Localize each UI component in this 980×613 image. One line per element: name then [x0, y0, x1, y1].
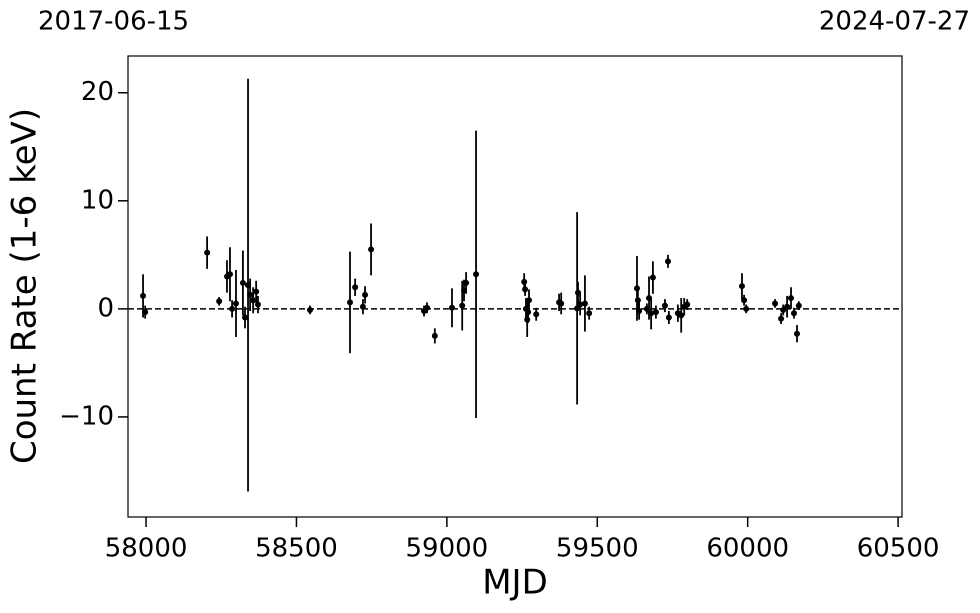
- data-point: [521, 278, 528, 285]
- data-point: [254, 301, 261, 308]
- data-point: [140, 292, 147, 299]
- x-tick-label: 59000: [406, 534, 489, 564]
- data-point: [794, 330, 801, 337]
- data-point: [665, 314, 672, 321]
- data-point: [463, 279, 470, 286]
- y-tick-label: 0: [97, 293, 114, 323]
- data-point: [738, 283, 745, 290]
- data-point: [664, 258, 671, 265]
- x-tick-label: 60500: [857, 534, 940, 564]
- y-tick-label: 10: [81, 185, 114, 215]
- top-date-left: 2017-06-15: [38, 7, 189, 37]
- y-tick-label: −10: [59, 401, 114, 431]
- data-point: [784, 303, 791, 310]
- data-point: [791, 310, 798, 317]
- data-point: [678, 312, 685, 319]
- data-point: [778, 315, 785, 322]
- x-axis-label: MJD: [482, 563, 548, 603]
- data-point: [250, 297, 257, 304]
- data-point: [306, 306, 313, 313]
- y-tick-label: 20: [81, 77, 114, 107]
- data-point: [636, 308, 643, 315]
- data-point: [204, 249, 211, 256]
- plot-frame: [127, 55, 903, 518]
- data-point: [142, 309, 149, 316]
- x-tick-label: 58000: [105, 534, 188, 564]
- data-point: [232, 300, 239, 307]
- data-point: [787, 295, 794, 302]
- data-point: [216, 298, 223, 305]
- data-point: [586, 310, 593, 317]
- data-point: [239, 279, 246, 286]
- data-point: [558, 300, 565, 307]
- data-point: [525, 309, 532, 316]
- x-tick-label: 59500: [556, 534, 639, 564]
- data-point: [648, 310, 655, 317]
- data-point: [525, 297, 532, 304]
- x-tick-label: 60000: [706, 534, 789, 564]
- data-point: [684, 301, 691, 308]
- data-point: [634, 297, 641, 304]
- data-point: [368, 246, 375, 253]
- data-point: [795, 302, 802, 309]
- data-point: [577, 301, 584, 308]
- data-point: [359, 303, 366, 310]
- data-point: [533, 311, 540, 318]
- data-point: [522, 286, 529, 293]
- data-point: [652, 309, 659, 316]
- data-point: [424, 304, 431, 311]
- data-point: [649, 274, 656, 281]
- data-point: [633, 285, 640, 292]
- data-point: [229, 305, 236, 312]
- data-point: [661, 302, 668, 309]
- data-point: [226, 271, 233, 278]
- data-point: [741, 297, 748, 304]
- data-point: [581, 300, 588, 307]
- data-point: [347, 299, 354, 306]
- data-point: [352, 284, 359, 291]
- data-point: [743, 305, 750, 312]
- data-point: [431, 332, 438, 339]
- data-point: [247, 291, 254, 298]
- top-date-right: 2024-07-27: [819, 7, 970, 37]
- data-point: [524, 316, 531, 323]
- data-point: [448, 304, 455, 311]
- data-point: [242, 314, 249, 321]
- data-point: [772, 300, 779, 307]
- x-tick-label: 58500: [255, 534, 338, 564]
- data-point: [459, 302, 466, 309]
- data-point: [253, 288, 260, 295]
- y-axis-label: Count Rate (1-6 keV): [5, 108, 45, 464]
- data-point: [362, 291, 369, 298]
- data-point: [473, 271, 480, 278]
